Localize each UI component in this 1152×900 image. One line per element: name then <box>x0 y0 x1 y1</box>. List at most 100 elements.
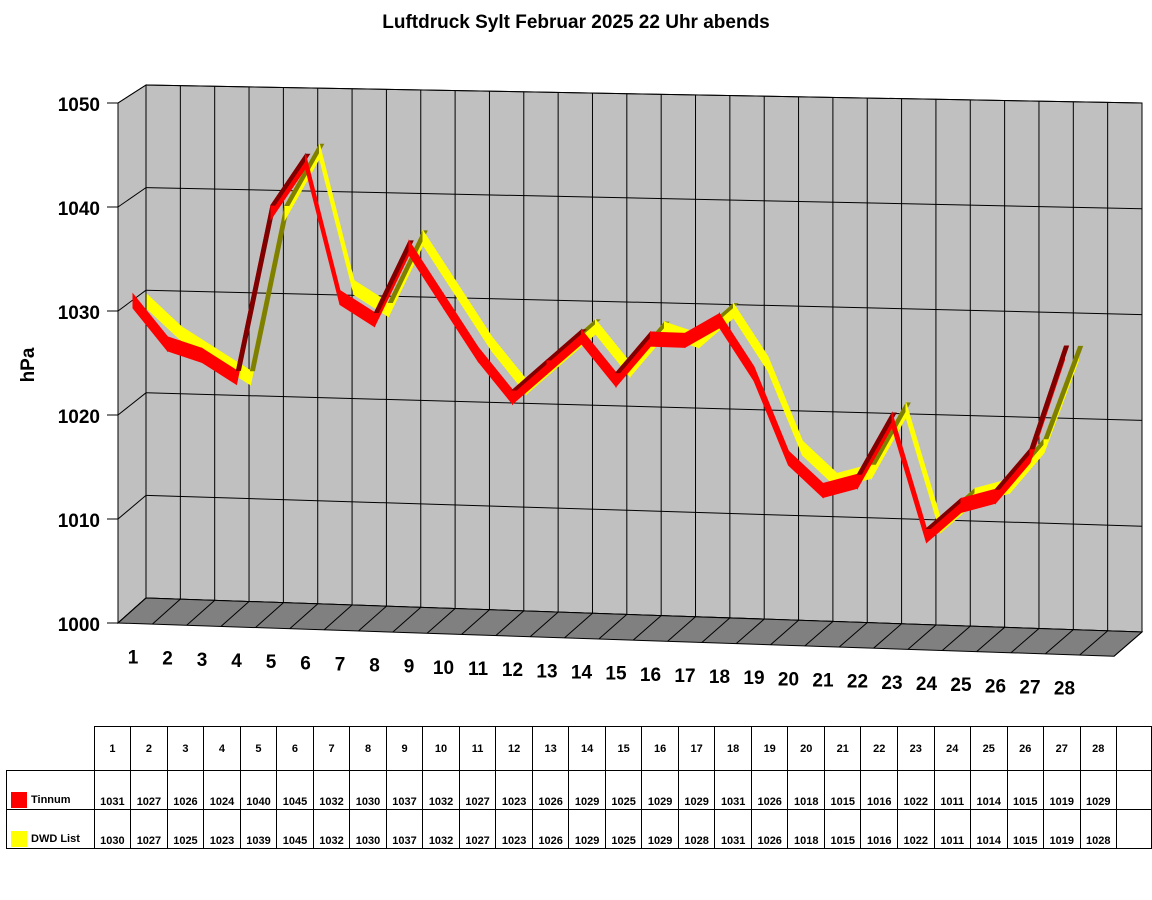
table-value-cell <box>1116 770 1152 810</box>
table-value-cell: 1027 <box>458 809 497 849</box>
x-tick-label: 25 <box>950 675 972 696</box>
table-value-cell: 1011 <box>933 809 971 849</box>
x-tick-label: 22 <box>847 672 868 693</box>
table-header-cell: 8 <box>349 726 387 771</box>
series-shading <box>270 153 311 206</box>
floor-gridline <box>667 616 696 642</box>
table-header-cell: 1 <box>93 726 132 771</box>
y-tick-label: 1010 <box>58 511 100 532</box>
table-value-cell: 1015 <box>823 809 862 849</box>
table-header-cell: 4 <box>203 726 241 771</box>
floor-gridline <box>323 604 353 631</box>
table-value-cell: 1028 <box>677 809 716 849</box>
horizontal-gridline <box>145 392 1143 421</box>
y-tick-label: 1030 <box>58 303 100 324</box>
table-header-cell: 5 <box>239 726 278 771</box>
x-tick-label: 9 <box>404 657 415 678</box>
table-value-cell: 1030 <box>349 809 387 849</box>
floor-gridline <box>701 617 731 643</box>
table-header-cell: 19 <box>750 726 789 771</box>
table-value-cell: 1039 <box>239 809 278 849</box>
series-ribbons <box>132 142 1084 544</box>
floor-gridline <box>632 615 662 641</box>
floor <box>116 597 1144 657</box>
legend-cell: Tinnum <box>6 770 95 810</box>
table-value-cell: 1022 <box>897 770 935 810</box>
table-header-cell: 17 <box>677 726 716 771</box>
floor-gridline <box>255 602 284 628</box>
table-header-cell: 14 <box>568 726 606 771</box>
table-value-cell: 1011 <box>933 770 971 810</box>
x-tick-label: 17 <box>674 666 695 687</box>
floor-gridline <box>426 608 456 634</box>
series-shading <box>373 240 414 314</box>
floor-gridline <box>907 624 937 650</box>
table-header-cell: 9 <box>385 726 424 771</box>
table-value-cell: 1045 <box>276 809 314 849</box>
floor-gridline <box>804 621 834 647</box>
table-value-cell: 1026 <box>750 809 789 849</box>
table-value-cell: 1025 <box>604 770 643 810</box>
table-value-cell: 1014 <box>969 809 1008 849</box>
side-gridline <box>117 187 147 208</box>
table-value-cell: 1032 <box>312 809 351 849</box>
table-value-cell: 1032 <box>422 770 460 810</box>
table-value-cell: 1030 <box>93 809 132 849</box>
x-tick-label: 3 <box>197 650 208 671</box>
floor-gridline <box>220 601 250 627</box>
x-tick-label: 6 <box>300 653 311 674</box>
table-value-cell: 1014 <box>969 770 1008 810</box>
floor-gridline <box>1079 630 1108 656</box>
table-value-cell: 1031 <box>93 770 132 810</box>
floor-gridline <box>770 619 799 646</box>
table-value-cell: 1023 <box>495 770 533 810</box>
table-header-cell: 20 <box>787 726 825 771</box>
floor-gridline <box>1044 629 1074 655</box>
floor-gridline <box>564 612 593 639</box>
table-value-cell: 1015 <box>823 770 862 810</box>
table-corner-cell <box>6 726 95 771</box>
table-header-cell: 26 <box>1006 726 1045 771</box>
table-value-cell: 1022 <box>897 809 935 849</box>
table-value-cell: 1023 <box>495 809 533 849</box>
table-value-cell: 1023 <box>203 809 241 849</box>
table-value-cell: 1037 <box>385 809 424 849</box>
table-value-cell: 1031 <box>714 809 752 849</box>
series-shading <box>856 412 897 475</box>
table-header-cell: 27 <box>1043 726 1081 771</box>
table-header-cell: 16 <box>641 726 679 771</box>
series-segment-tinnum <box>650 331 686 348</box>
x-tick-labels: 1 2 3 4 5 6 7 8 9 10 11 12 13 14 15 16 17 18 19 20 21 22 23 24 2… <box>128 648 1075 700</box>
table-value-cell: 1029 <box>641 770 679 810</box>
table-header-cell: 25 <box>969 726 1008 771</box>
side-gridline <box>117 84 147 104</box>
table-header-cell: 3 <box>166 726 205 771</box>
table-header-cell: 2 <box>130 726 168 771</box>
table-header-cell: 7 <box>312 726 351 771</box>
y-axis-label: hPa <box>18 347 39 382</box>
table-header-cell: 24 <box>933 726 971 771</box>
table-value-cell: 1031 <box>714 770 752 810</box>
x-tick-label: 13 <box>536 661 557 682</box>
table-value-cell: 1026 <box>166 770 205 810</box>
x-tick-label: 15 <box>605 664 627 685</box>
x-tick-label: 2 <box>162 649 173 670</box>
x-tick-label: 10 <box>433 658 454 679</box>
x-tick-label: 23 <box>881 673 902 694</box>
floor-gridline <box>1010 628 1040 654</box>
table-value-cell: 1019 <box>1043 770 1081 810</box>
floor-gridline <box>735 618 765 644</box>
table-value-cell: 1026 <box>531 809 570 849</box>
legend-swatch <box>11 792 27 808</box>
x-tick-label: 21 <box>812 671 834 692</box>
horizontal-gridline <box>145 84 1143 104</box>
table-header-cell: 15 <box>604 726 643 771</box>
legend-label: DWD List <box>31 832 80 845</box>
x-tick-label: 4 <box>231 651 242 672</box>
table-value-cell: 1018 <box>787 809 825 849</box>
floor-gridline <box>941 625 971 651</box>
side-gridline <box>117 392 147 416</box>
table-value-cell: 1016 <box>860 770 898 810</box>
side-gridline <box>117 495 147 520</box>
